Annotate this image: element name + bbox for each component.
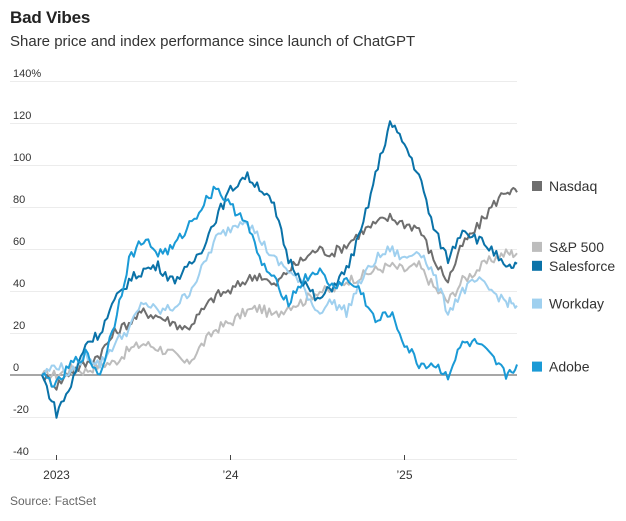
x-tick-label: ’25 — [396, 468, 412, 482]
y-tick-label: 0 — [13, 362, 19, 374]
legend-swatch — [532, 361, 542, 372]
y-tick-label: -20 — [13, 404, 29, 416]
x-tick-label: ’24 — [222, 468, 238, 482]
legend-swatch — [532, 241, 542, 252]
y-tick-label: 100 — [13, 152, 31, 164]
y-tick-label: 60 — [13, 236, 25, 248]
legend-swatch — [532, 298, 542, 309]
x-tick-label: 2023 — [43, 468, 70, 482]
legend-label: Adobe — [549, 359, 590, 375]
series-line-salesforce — [41, 120, 518, 419]
chart-title: Bad Vibes — [10, 8, 91, 27]
y-tick-label: -40 — [13, 446, 29, 458]
series-line-s-p-500 — [41, 248, 518, 381]
x-axis: 2023 ’24 ’25 — [43, 455, 413, 482]
legend-label: Workday — [549, 296, 604, 312]
legend: Nasdaq S&P 500 Salesforce Workday Adobe — [532, 178, 615, 375]
y-tick-label: 40 — [13, 278, 25, 290]
y-axis-labels: -40 -20 0 20 40 60 80 100 120 140% — [13, 68, 41, 458]
legend-label: Nasdaq — [549, 178, 597, 194]
legend-swatch — [532, 181, 542, 191]
chart-subtitle: Share price and index performance since … — [10, 33, 416, 50]
series-lines — [41, 120, 518, 419]
series-line-nasdaq — [41, 186, 518, 391]
legend-label: S&P 500 — [549, 239, 604, 255]
source-note: Source: FactSet — [10, 494, 97, 508]
y-tick-label: 20 — [13, 320, 25, 332]
legend-label: Salesforce — [549, 258, 615, 274]
legend-swatch — [532, 260, 542, 271]
y-tick-label: 80 — [13, 194, 25, 206]
series-line-workday — [41, 220, 518, 377]
y-tick-label: 140% — [13, 68, 41, 80]
y-tick-label: 120 — [13, 110, 31, 122]
series-line-adobe — [41, 185, 518, 388]
